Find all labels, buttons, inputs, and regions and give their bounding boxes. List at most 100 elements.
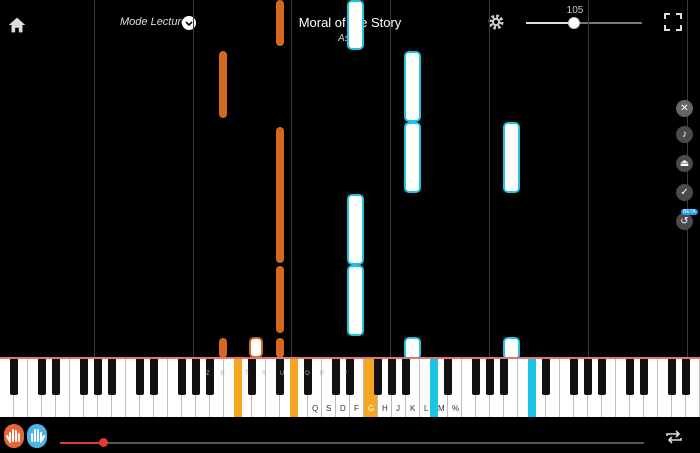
- black-key[interactable]: [429, 359, 439, 417]
- black-key[interactable]: [205, 359, 215, 395]
- note-left-hand: [219, 338, 227, 358]
- home-icon[interactable]: [6, 14, 28, 36]
- black-key[interactable]: [583, 359, 593, 395]
- grid-line: [193, 0, 194, 358]
- progress-knob[interactable]: [99, 438, 108, 447]
- piano-keyboard[interactable]: Q S D F G H J K L M% Z E T Y U O P * `: [0, 359, 700, 417]
- grid-line: [588, 0, 589, 358]
- black-key[interactable]: [401, 359, 411, 395]
- black-key[interactable]: [625, 359, 635, 395]
- key-shortcut-label: *: [345, 371, 348, 377]
- key-shortcut-label: `: [354, 397, 356, 403]
- white-key[interactable]: [112, 359, 126, 417]
- white-key[interactable]: [546, 359, 560, 417]
- black-key[interactable]: [191, 359, 201, 395]
- gear-icon[interactable]: [486, 12, 506, 32]
- black-key[interactable]: [667, 359, 677, 395]
- black-key[interactable]: [9, 359, 19, 395]
- black-key[interactable]: [527, 359, 537, 417]
- check-icon[interactable]: ✓: [676, 184, 693, 201]
- black-key[interactable]: [443, 359, 453, 395]
- note-right-hand: [404, 122, 421, 193]
- black-key[interactable]: [135, 359, 145, 395]
- grid-line: [94, 0, 95, 358]
- black-key[interactable]: [247, 359, 257, 395]
- black-key[interactable]: [233, 359, 243, 417]
- black-key[interactable]: [681, 359, 691, 395]
- progress-fill: [60, 442, 103, 444]
- tempo-slider-fill: [526, 22, 574, 24]
- black-key[interactable]: [149, 359, 159, 395]
- black-key[interactable]: [471, 359, 481, 395]
- black-key[interactable]: [485, 359, 495, 395]
- tempo-slider[interactable]: [526, 22, 642, 24]
- black-key[interactable]: [597, 359, 607, 395]
- white-key[interactable]: [448, 359, 462, 417]
- key-shortcut-label: F: [354, 404, 359, 413]
- key-shortcut-label: D: [340, 404, 346, 413]
- black-key[interactable]: [639, 359, 649, 395]
- key-shortcut-label: U: [280, 371, 285, 377]
- key-shortcut-label: M: [438, 404, 445, 413]
- white-key[interactable]: [154, 359, 168, 417]
- mode-label[interactable]: Mode Lecture: [120, 16, 188, 28]
- key-shortcut-label: Y: [262, 371, 267, 377]
- black-key[interactable]: [37, 359, 47, 395]
- white-key[interactable]: [602, 359, 616, 417]
- white-key[interactable]: [504, 359, 518, 417]
- note-right-hand: [404, 51, 421, 122]
- note-left-hand: [276, 338, 284, 358]
- metronome-icon[interactable]: ⏏: [676, 155, 693, 172]
- note-right-hand: [503, 122, 520, 193]
- right-hand-icon[interactable]: [27, 424, 47, 448]
- close-icon[interactable]: ✕: [676, 100, 693, 117]
- left-hand-icon[interactable]: [4, 424, 24, 448]
- black-key[interactable]: [373, 359, 383, 395]
- black-key[interactable]: [79, 359, 89, 395]
- white-key[interactable]: [56, 359, 70, 417]
- key-shortcut-label: P: [320, 371, 325, 377]
- white-key[interactable]: [210, 359, 224, 417]
- white-key[interactable]: [406, 359, 420, 417]
- black-key[interactable]: [177, 359, 187, 395]
- grid-line: [489, 0, 490, 358]
- white-key[interactable]: [308, 359, 322, 417]
- black-key[interactable]: [387, 359, 397, 395]
- black-key[interactable]: [107, 359, 117, 395]
- key-shortcut-label: T: [245, 371, 249, 377]
- white-key[interactable]: [644, 359, 658, 417]
- black-key[interactable]: [345, 359, 355, 395]
- black-key[interactable]: [569, 359, 579, 395]
- black-key[interactable]: [541, 359, 551, 395]
- black-key[interactable]: [303, 359, 313, 395]
- black-key[interactable]: [275, 359, 285, 395]
- white-key[interactable]: [14, 359, 28, 417]
- note-left-hand: [219, 51, 227, 118]
- black-key[interactable]: [331, 359, 341, 395]
- white-key[interactable]: [350, 359, 364, 417]
- key-shortcut-label: H: [382, 404, 388, 413]
- key-shortcut-label: %: [452, 404, 460, 413]
- black-key[interactable]: [289, 359, 299, 417]
- note-left-hand: [276, 0, 284, 46]
- note-left-hand: [249, 337, 263, 358]
- white-key[interactable]: [252, 359, 266, 417]
- tempo-slider-knob[interactable]: [568, 17, 580, 29]
- bottom-bar: [0, 417, 700, 453]
- restart-icon[interactable]: ↺: [676, 213, 693, 230]
- note-left-hand: [276, 266, 284, 333]
- progress-bar[interactable]: [60, 442, 644, 444]
- key-shortcut-label: Z: [206, 371, 210, 377]
- grid-line: [291, 0, 292, 358]
- note-right-hand: [347, 265, 364, 336]
- black-key[interactable]: [499, 359, 509, 395]
- key-shortcut-label: L: [424, 404, 429, 413]
- key-shortcut-label: Q: [312, 404, 319, 413]
- chevron-down-icon[interactable]: [182, 16, 196, 30]
- fullscreen-icon[interactable]: [664, 13, 682, 31]
- black-key[interactable]: [51, 359, 61, 395]
- loop-icon[interactable]: [664, 428, 684, 446]
- black-key[interactable]: [93, 359, 103, 395]
- note-icon[interactable]: ♪: [676, 126, 693, 143]
- tempo-value: 105: [566, 5, 584, 16]
